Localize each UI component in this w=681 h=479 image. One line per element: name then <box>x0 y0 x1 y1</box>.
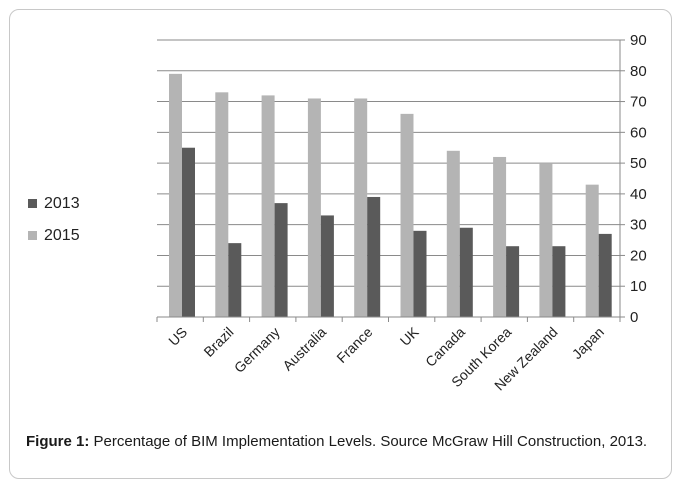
bar-2015-germany <box>261 95 275 318</box>
bar-2015-south-korea <box>493 156 507 317</box>
y-tick-label: 10 <box>630 278 647 295</box>
bar-2015-brazil <box>215 92 229 317</box>
x-tick-label: Germany <box>231 324 283 376</box>
bar-2015-uk <box>400 113 414 317</box>
bar-chart: 0 10 20 30 40 50 60 70 80 90 US BrazilGermanyAustr… <box>28 32 647 393</box>
legend-label-2013: 2013 <box>44 195 80 212</box>
bar-2015-australia <box>307 98 321 317</box>
bar-2013-canada <box>459 227 473 317</box>
y-tick-label: 30 <box>630 217 647 234</box>
caption-label: Figure 1: <box>26 433 90 450</box>
axes <box>156 39 625 322</box>
legend: 2013 2015 <box>28 195 80 244</box>
bar-2013-australia <box>320 215 334 317</box>
y-tick-label: 90 <box>630 32 647 49</box>
legend-swatch-2015 <box>28 231 37 240</box>
bar-2013-france <box>367 196 381 317</box>
bar-2013-brazil <box>228 243 242 317</box>
x-tick-label: US <box>165 324 190 349</box>
x-tick-label: Japan <box>569 324 607 362</box>
x-tick-label: UK <box>397 323 423 349</box>
y-tick-label: 80 <box>630 63 647 80</box>
bar-2015-new-zealand <box>539 163 553 317</box>
legend-label-2015: 2015 <box>44 227 80 244</box>
bar-2013-japan <box>598 233 612 317</box>
y-tick-label: 0 <box>630 309 638 326</box>
bar-2015-japan <box>585 184 599 317</box>
x-tick-label: Canada <box>422 324 468 370</box>
figure-caption: Figure 1: Percentage of BIM Implementati… <box>26 432 656 451</box>
y-tick-labels: 0 10 20 30 40 50 60 70 80 90 <box>630 32 647 326</box>
y-tick-label: 50 <box>630 155 647 172</box>
bar-2015-france <box>354 98 368 317</box>
bar-2015-canada <box>446 150 460 317</box>
x-tick-label: Australia <box>279 324 329 374</box>
y-tick-label: 70 <box>630 94 647 111</box>
y-tick-label: 20 <box>630 247 647 264</box>
bar-2015-us <box>169 73 182 317</box>
bar-2013-south-korea <box>506 246 520 317</box>
figure-frame <box>9 9 672 479</box>
caption-text: Percentage of BIM Implementation Levels.… <box>93 433 648 450</box>
x-tick-label: France <box>333 324 375 366</box>
legend-swatch-2013 <box>28 199 37 208</box>
bar-2013-germany <box>274 203 288 317</box>
bar-2013-new-zealand <box>552 246 566 317</box>
bars <box>169 73 612 318</box>
y-tick-label: 60 <box>630 124 647 141</box>
y-tick-label: 40 <box>630 186 647 203</box>
bar-2013-uk <box>413 230 427 317</box>
x-tick-label: Brazil <box>200 324 236 360</box>
bar-2013-us <box>182 147 195 317</box>
